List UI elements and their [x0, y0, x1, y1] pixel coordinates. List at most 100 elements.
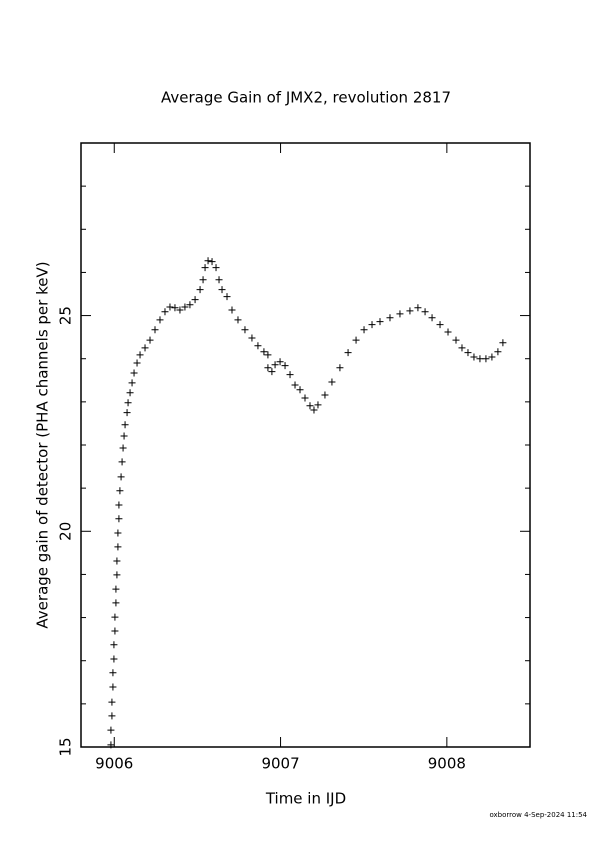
point — [234, 316, 242, 324]
point — [286, 371, 294, 379]
point — [368, 321, 376, 329]
point — [215, 276, 223, 284]
point — [117, 473, 125, 481]
point — [156, 316, 164, 324]
point — [336, 364, 344, 372]
point — [133, 359, 141, 367]
point — [376, 318, 384, 326]
point — [264, 351, 272, 359]
x-tick-label: 9006 — [95, 755, 133, 773]
point — [151, 326, 159, 334]
point — [344, 349, 352, 357]
point — [254, 342, 262, 350]
point — [110, 641, 118, 649]
point — [458, 344, 466, 352]
point — [126, 389, 134, 397]
point — [264, 364, 272, 372]
plot-frame — [80, 142, 531, 748]
x-tick-label: 9008 — [428, 755, 466, 773]
point — [196, 286, 204, 294]
point — [321, 391, 329, 399]
point — [114, 543, 122, 551]
point — [115, 501, 123, 509]
point — [191, 296, 199, 304]
point — [123, 409, 131, 417]
point — [186, 301, 194, 309]
point — [271, 361, 279, 369]
point — [396, 310, 404, 318]
point — [204, 257, 212, 265]
point — [113, 557, 121, 565]
y-tick-label: 25 — [57, 306, 75, 325]
footer: oxborrow 4-Sep-2024 11:54 — [489, 811, 587, 819]
point — [141, 344, 149, 352]
point — [482, 355, 490, 363]
point — [228, 306, 236, 314]
point — [119, 444, 127, 452]
point — [464, 349, 472, 357]
point — [171, 304, 179, 312]
point — [268, 368, 276, 376]
point — [128, 379, 136, 387]
point — [107, 726, 115, 734]
point — [291, 381, 299, 389]
point — [386, 314, 394, 322]
x-axis-label: Time in IJD — [265, 790, 346, 808]
point — [328, 378, 336, 386]
point — [296, 386, 304, 394]
point — [124, 399, 132, 407]
point — [146, 336, 154, 344]
point — [112, 599, 120, 607]
point — [113, 571, 121, 579]
point — [136, 351, 144, 359]
point — [109, 683, 117, 691]
chart-title: Average Gain of JMX2, revolution 2817 — [161, 89, 451, 107]
point — [223, 293, 231, 301]
point — [208, 258, 216, 266]
point — [116, 487, 124, 495]
point — [499, 339, 507, 347]
point — [115, 515, 123, 523]
point — [248, 334, 256, 342]
point — [314, 401, 322, 409]
point — [120, 432, 128, 440]
point — [476, 355, 484, 363]
point — [276, 358, 284, 366]
point — [406, 307, 414, 315]
point — [301, 394, 309, 402]
point — [352, 336, 360, 344]
point — [281, 362, 289, 370]
point — [212, 264, 220, 272]
point — [199, 276, 207, 284]
point — [452, 336, 460, 344]
point — [444, 328, 452, 336]
point — [161, 308, 169, 316]
point — [241, 326, 249, 334]
point — [121, 421, 129, 429]
y-axis-label: Average gain of detector (PHA channels p… — [34, 261, 52, 628]
point — [470, 353, 478, 361]
point — [114, 529, 122, 537]
point — [112, 585, 120, 593]
point — [111, 627, 119, 635]
point — [166, 303, 174, 311]
point — [130, 369, 138, 377]
point — [260, 348, 268, 356]
y-tick-label: 15 — [57, 737, 75, 756]
point — [111, 613, 119, 621]
point — [306, 402, 314, 410]
point — [310, 406, 318, 414]
point — [181, 303, 189, 311]
point — [107, 741, 115, 749]
point — [108, 698, 116, 706]
point — [428, 314, 436, 322]
point — [218, 286, 226, 294]
x-tick-label: 9007 — [261, 755, 299, 773]
y-tick-label: 20 — [57, 522, 75, 541]
point — [110, 655, 118, 663]
point — [488, 353, 496, 361]
point — [109, 669, 117, 677]
point — [494, 348, 502, 356]
point — [176, 306, 184, 314]
